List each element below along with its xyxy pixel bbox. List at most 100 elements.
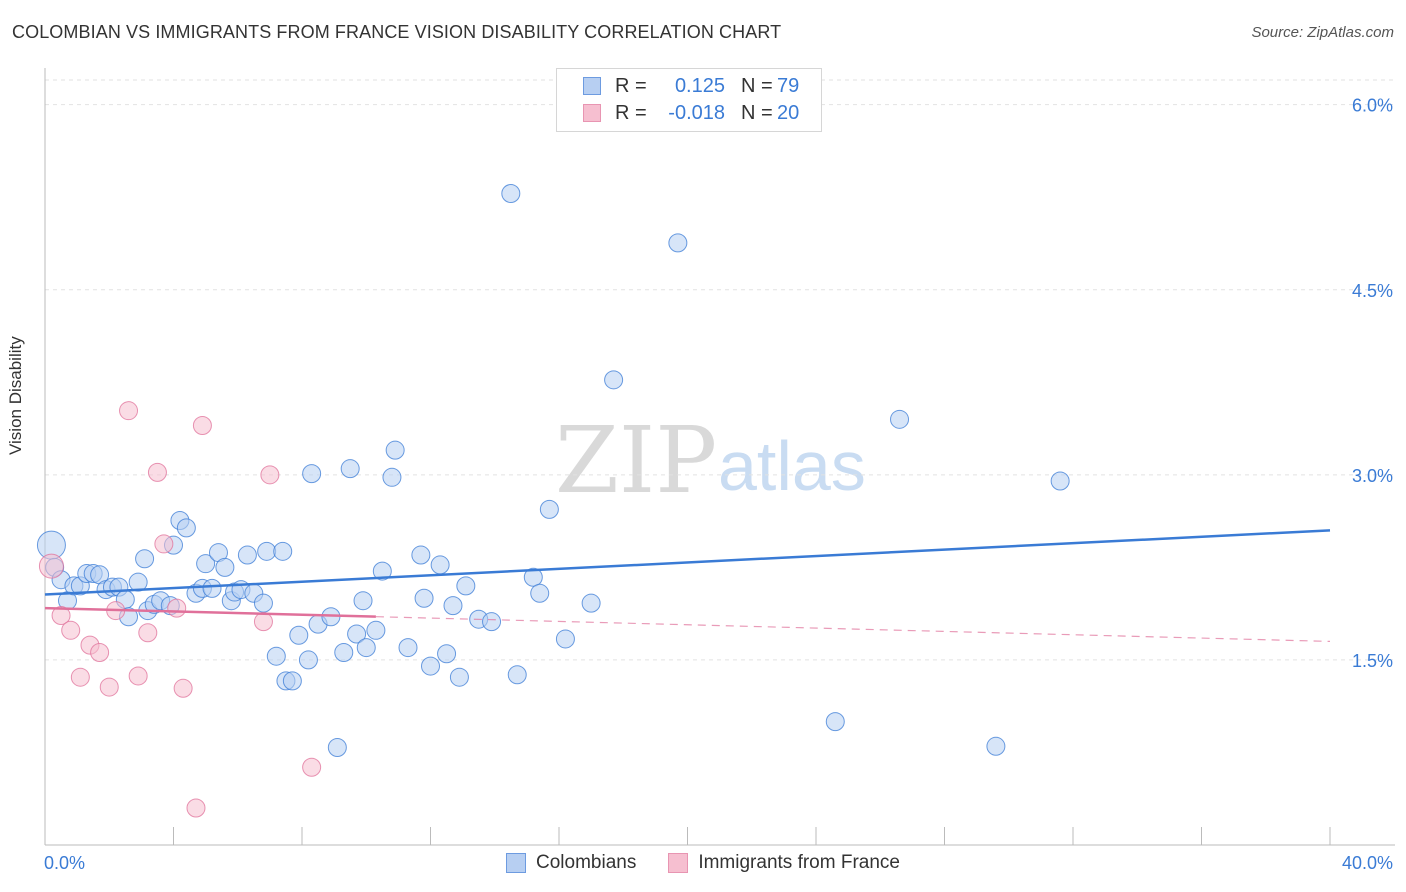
colombians-point <box>253 593 273 613</box>
chart-source: Source: ZipAtlas.com <box>1251 24 1394 41</box>
colombians-point <box>523 567 543 587</box>
colombians-point <box>282 671 302 691</box>
france-trendline <box>44 606 376 618</box>
legend-swatch-pink <box>668 853 689 873</box>
colombians-point <box>825 712 845 732</box>
colombians-point <box>196 554 216 574</box>
france-point <box>302 757 322 777</box>
france-point <box>186 798 206 818</box>
colombians-point <box>257 541 277 561</box>
france-point <box>192 415 212 435</box>
colombians-point <box>1050 471 1070 491</box>
colombians-point <box>273 541 293 561</box>
colombians-point <box>430 555 450 575</box>
france-point <box>61 620 81 640</box>
colombians-point <box>356 638 376 658</box>
colombians-point <box>237 545 257 565</box>
legend-row-colombians: R = 0.125 N = 79 <box>583 73 799 99</box>
france-point <box>90 643 110 663</box>
colombians-point <box>215 557 235 577</box>
france-point <box>154 534 174 554</box>
colombians-point <box>604 370 624 390</box>
legend-r-label: R = <box>615 101 647 124</box>
colombians-point <box>668 233 688 253</box>
colombians-point <box>347 624 367 644</box>
france-point <box>260 465 280 485</box>
colombians-point <box>456 576 476 596</box>
france-point <box>173 678 193 698</box>
france-point <box>51 606 71 625</box>
colombians-point <box>443 596 463 616</box>
legend-r-value: -0.018 <box>668 101 725 124</box>
y-tick-label: 6.0% <box>1352 96 1393 116</box>
watermark-zip: ZIP <box>555 407 717 514</box>
colombians-point <box>385 440 405 460</box>
france-trendline-extension <box>375 616 1331 643</box>
legend-swatch-blue <box>506 853 526 873</box>
legend-item-colombians[interactable]: Colombians <box>506 852 636 874</box>
colombians-point <box>986 736 1006 756</box>
legend-r-value: 0.125 <box>674 74 725 97</box>
legend-row-france: R = -0.018 N = 20 <box>583 100 799 126</box>
france-point <box>147 462 167 482</box>
legend-swatch-blue <box>583 77 601 95</box>
colombians-point <box>555 629 575 649</box>
colombians-point <box>398 638 418 658</box>
legend-n-value: 20 <box>777 101 800 124</box>
legend-swatch-pink <box>583 104 601 122</box>
colombians-point <box>414 588 434 608</box>
colombians-point <box>366 620 386 640</box>
colombians-point <box>890 409 910 429</box>
legend-r-label: R = <box>615 74 647 97</box>
colombians-point <box>176 518 196 538</box>
chart-title: COLOMBIAN VS IMMIGRANTS FROM FRANCE VISI… <box>12 22 782 42</box>
colombians-point <box>135 549 155 569</box>
colombians-point <box>482 612 502 632</box>
colombians-point <box>411 545 431 565</box>
legend-n-label: N = <box>741 74 773 97</box>
y-tick-label: 3.0% <box>1352 466 1393 486</box>
series-legend: Colombians Immigrants from France <box>0 852 1406 874</box>
colombians-point <box>334 643 354 663</box>
colombians-point <box>302 464 322 484</box>
colombians-point <box>530 583 550 603</box>
correlation-legend: R = 0.125 N = 79 R = -0.018 N = 20 <box>556 68 822 132</box>
france-point <box>38 553 64 579</box>
colombians-point <box>340 459 360 479</box>
colombians-point <box>327 738 347 758</box>
france-point <box>167 598 187 618</box>
colombians-point <box>437 644 457 664</box>
legend-n-value: 79 <box>777 74 800 97</box>
y-tick-label: 4.5% <box>1352 281 1393 301</box>
france-point <box>128 666 148 686</box>
colombians-point <box>353 591 373 611</box>
colombians-point <box>128 572 148 592</box>
legend-label: Immigrants from France <box>698 852 900 873</box>
legend-n-label: N = <box>741 101 773 124</box>
colombians-point <box>539 499 559 519</box>
x-tick-label-left: 0.0% <box>44 853 85 873</box>
france-point <box>99 677 119 697</box>
colombians-point <box>382 467 402 487</box>
colombians-point <box>289 625 309 645</box>
legend-item-france[interactable]: Immigrants from France <box>668 852 900 874</box>
legend-label: Colombians <box>536 852 637 873</box>
colombians-point <box>501 184 521 204</box>
colombians-point <box>449 667 469 687</box>
colombians-point <box>372 561 392 581</box>
france-point <box>253 612 273 632</box>
france-point <box>119 401 139 421</box>
colombians-point <box>202 578 222 598</box>
colombians-trendline <box>44 529 1331 596</box>
france-point <box>70 667 90 687</box>
colombians-point <box>421 656 440 676</box>
colombians-point <box>507 665 527 685</box>
watermark-atlas: atlas <box>718 427 866 505</box>
x-tick-label-right: 40.0% <box>1342 853 1393 873</box>
y-tick-label: 1.5% <box>1352 651 1393 671</box>
colombians-point <box>266 646 286 666</box>
france-point <box>138 623 158 643</box>
colombians-point <box>581 593 601 613</box>
colombians-point <box>298 650 318 670</box>
